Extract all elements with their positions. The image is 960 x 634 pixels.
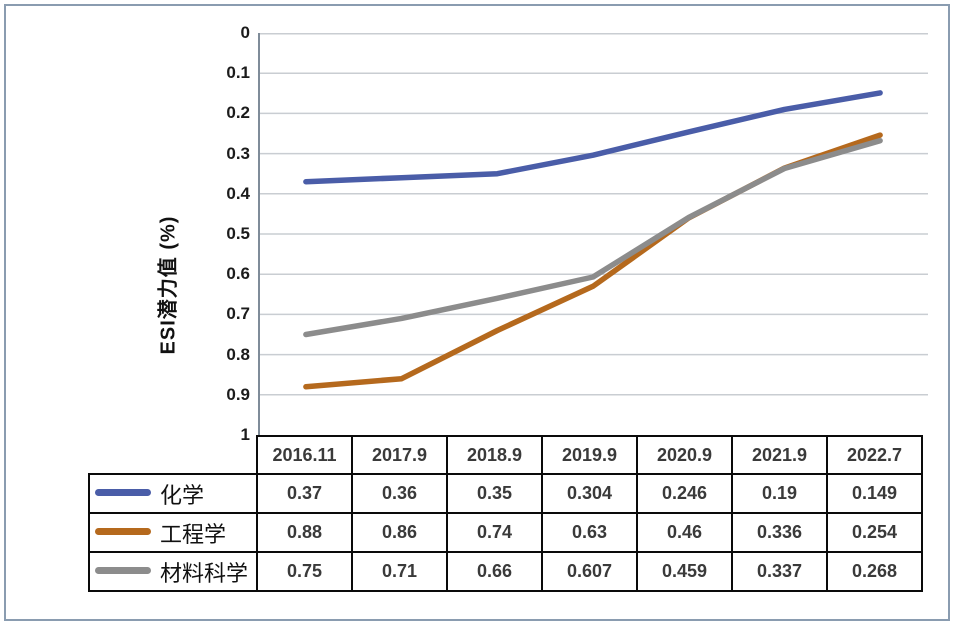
value-cell: 0.86 xyxy=(351,512,448,553)
value-cell: 0.19 xyxy=(731,473,828,514)
legend-cell: 材料科学 xyxy=(88,551,258,592)
year-header: 2019.9 xyxy=(541,435,638,475)
value-cell: 0.88 xyxy=(256,512,353,553)
value-cell: 0.36 xyxy=(351,473,448,514)
y-tick-label: 0.4 xyxy=(226,183,250,203)
y-tick-label: 0 xyxy=(240,23,250,42)
value-cell: 0.63 xyxy=(541,512,638,553)
y-tick-label: 0.6 xyxy=(226,264,250,284)
year-header: 2017.9 xyxy=(351,435,448,475)
y-tick-label: 0.5 xyxy=(226,224,250,243)
year-header: 2020.9 xyxy=(636,435,733,475)
value-cell: 0.66 xyxy=(446,551,543,592)
value-cell: 0.149 xyxy=(826,473,923,514)
table-row: 化学 0.37 0.36 0.35 0.304 0.246 0.19 0.149 xyxy=(88,473,923,514)
data-table-legend: 2016.11 2017.9 2018.9 2019.9 2020.9 2021.9 202… xyxy=(88,435,923,592)
y-tick-label: 0.7 xyxy=(226,304,250,324)
value-cell: 0.459 xyxy=(636,551,733,592)
value-cell: 0.254 xyxy=(826,512,923,553)
value-cell: 0.246 xyxy=(636,473,733,514)
y-tick-label: 0.2 xyxy=(226,103,250,123)
plot-area xyxy=(258,33,928,435)
series-name: 化学 xyxy=(160,482,205,508)
value-cell: 0.35 xyxy=(446,473,543,514)
value-cell: 0.607 xyxy=(541,551,638,592)
y-tick-label: 0.8 xyxy=(226,344,250,364)
series-line-2 xyxy=(303,137,883,338)
table-row: 材料科学 0.75 0.71 0.66 0.607 0.459 0.337 0.268 xyxy=(88,551,923,592)
y-tick-label: 1 xyxy=(240,425,250,444)
legend-swatch-icon xyxy=(95,566,151,574)
legend-swatch-icon xyxy=(95,488,151,496)
value-cell: 0.337 xyxy=(731,551,828,592)
value-cell: 0.304 xyxy=(541,473,638,514)
legend-swatch-icon xyxy=(95,527,151,535)
series-line-1 xyxy=(303,132,883,390)
year-header: 2016.11 xyxy=(256,435,353,475)
series-name: 材料科学 xyxy=(160,560,249,586)
legend-cell: 化学 xyxy=(88,473,258,514)
value-cell: 0.336 xyxy=(731,512,828,553)
value-cell: 0.75 xyxy=(256,551,353,592)
year-header: 2018.9 xyxy=(446,435,543,475)
table-corner-blank xyxy=(89,436,257,474)
y-tick-label: 0.3 xyxy=(226,143,250,163)
y-tick-label: 0.1 xyxy=(226,63,250,83)
y-tick-label: 0.9 xyxy=(226,384,250,404)
series-name: 工程学 xyxy=(160,521,227,547)
series-line-0 xyxy=(303,90,883,185)
value-cell: 0.74 xyxy=(446,512,543,553)
table-header-row: 2016.11 2017.9 2018.9 2019.9 2020.9 2021.9 202… xyxy=(89,435,923,475)
value-cell: 0.268 xyxy=(826,551,923,592)
value-cell: 0.37 xyxy=(256,473,353,514)
year-header: 2021.9 xyxy=(731,435,828,475)
legend-cell: 工程学 xyxy=(88,512,258,553)
year-header: 2022.7 xyxy=(826,435,923,475)
value-cell: 0.71 xyxy=(351,551,448,592)
table-row: 工程学 0.88 0.86 0.74 0.63 0.46 0.336 0.254 xyxy=(88,512,923,553)
value-cell: 0.46 xyxy=(636,512,733,553)
